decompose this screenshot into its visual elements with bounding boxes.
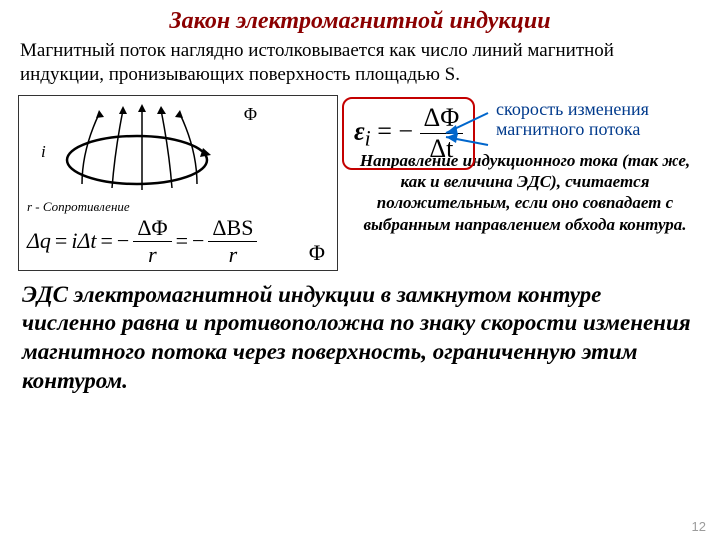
intro-text: Магнитный поток наглядно истолковывается… [0,39,720,95]
eq-frac1: ΔΦ r [133,217,171,266]
eq-minus1: − [117,228,129,254]
resistance-label: r - Сопротивление [27,199,329,215]
current-label: i [41,142,46,162]
field-diagram: Φ i [27,102,329,197]
middle-row: Φ i r - Сопротивление Δq = iΔt = − ΔΦ r … [0,95,720,271]
arrow-label: скорость изменения магнитного потока [488,99,702,140]
page-number: 12 [692,519,706,534]
eq-frac1-den: r [144,242,161,266]
charge-equation: Δq = iΔt = − ΔΦ r = − ΔBS r Φ [27,217,329,266]
eq-dq: Δq [27,228,51,254]
page-title: Закон электромагнитной индукции [0,0,720,39]
eq-frac2: ΔBS r [208,217,257,266]
diagram-box: Φ i r - Сопротивление Δq = iΔt = − ΔΦ r … [18,95,338,271]
eq-minus2: − [192,228,204,254]
eq-eq2: = [100,228,112,254]
pointer-arrow [338,105,498,165]
eq-idt: iΔt [71,228,96,254]
arrow-label-l2: магнитного потока [496,119,702,140]
right-column: εi = − ΔΦ Δt скорость изменения магнитно… [348,95,702,271]
phi-label-top: Φ [244,104,257,125]
eq-frac2-den: r [225,242,242,266]
eq-frac1-num: ΔΦ [133,217,171,242]
arrow-label-l1: скорость изменения [496,99,702,120]
eq-eq1: = [55,228,67,254]
phi-label-bottom: Φ [309,240,329,266]
eq-eq3: = [176,228,188,254]
conclusion-text: ЭДС электромагнитной индукции в замкнуто… [0,271,720,396]
eq-frac2-num: ΔBS [208,217,257,242]
